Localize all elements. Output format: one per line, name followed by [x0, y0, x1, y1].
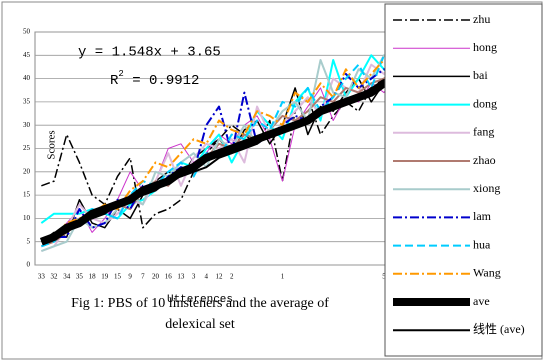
r-value: = 0.9912 — [124, 73, 200, 89]
x-axis-title: Utterences — [167, 294, 233, 306]
x-tick-label: 12 — [216, 273, 224, 281]
r-exponent: 2 — [118, 69, 123, 79]
y-tick-label: 50 — [23, 28, 31, 36]
x-tick-label: 13 — [177, 273, 185, 281]
y-tick-label: 25 — [23, 144, 31, 152]
caption-line: delexical set — [165, 317, 235, 332]
equation: y = 1.548x + 3.65 — [78, 45, 221, 61]
x-tick-label: 2 — [230, 273, 234, 281]
legend-label: hua — [473, 237, 491, 251]
legend-label: fang — [473, 125, 494, 139]
legend: zhu hong bai dong fang zhao xiong lam hua Wang ave… — [384, 3, 543, 357]
legend-label: dong — [473, 96, 497, 110]
legend-label: lam — [473, 209, 492, 223]
y-tick-label: 10 — [23, 214, 31, 222]
y-tick-label: 35 — [23, 98, 31, 106]
legend-label: bai — [473, 68, 488, 82]
legend-label: ave — [473, 294, 490, 308]
x-tick-label: 1 — [281, 273, 285, 281]
x-tick-label: 33 — [38, 273, 46, 281]
x-tick-label: 35 — [76, 273, 84, 281]
legend-box — [384, 3, 543, 357]
y-tick-label: 20 — [23, 167, 31, 175]
legend-label: zhao — [473, 153, 496, 167]
x-tick-label: 4 — [205, 273, 209, 281]
x-tick-label: 9 — [128, 273, 132, 281]
y-tick-label: 15 — [23, 191, 31, 199]
legend-label: hong — [473, 40, 497, 54]
x-tick-label: 32 — [51, 273, 59, 281]
y-tick-label: 30 — [23, 121, 31, 129]
y-axis-title: Scores — [46, 130, 58, 159]
x-tick-label: 7 — [141, 273, 145, 281]
x-tick-label: 19 — [101, 273, 109, 281]
series-line — [41, 59, 398, 252]
legend-label: Wang — [473, 266, 501, 280]
x-tick-label: 5 — [382, 273, 386, 281]
x-tick-label: 16 — [165, 273, 173, 281]
caption-line: Fig 1: PBS of 10 linsteners and the aver… — [71, 296, 329, 311]
x-tick-label: 20 — [152, 273, 160, 281]
y-tick-label: 40 — [23, 74, 31, 82]
legend-label: zhu — [473, 12, 490, 26]
r-squared: R2 = 0.9912 — [110, 69, 199, 88]
r-symbol: R — [110, 73, 119, 89]
x-tick-label: 15 — [114, 273, 122, 281]
y-tick-label: 5 — [27, 237, 31, 245]
y-tick-label: 45 — [23, 51, 31, 59]
y-tick-label: 0 — [27, 261, 31, 269]
x-tick-label: 3 — [192, 273, 196, 281]
series-line — [41, 77, 397, 243]
legend-label: 线性 (ave) — [473, 322, 525, 336]
x-tick-label: 18 — [89, 273, 97, 281]
x-tick-label: 34 — [63, 273, 71, 281]
legend-label: xiong — [473, 181, 500, 195]
